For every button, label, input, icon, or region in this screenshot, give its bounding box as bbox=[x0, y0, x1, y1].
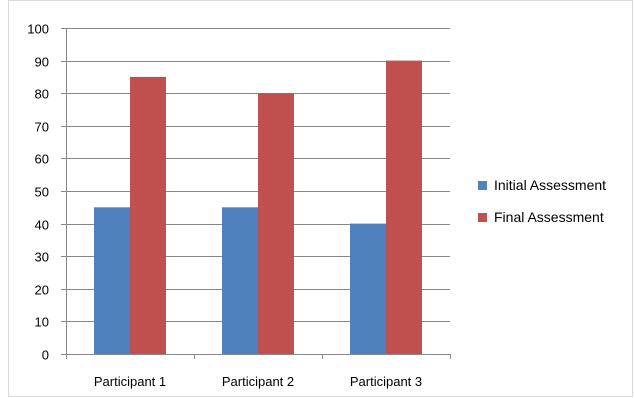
y-tick-label: 80 bbox=[35, 87, 49, 102]
bar-final-assessment-participant-2 bbox=[258, 93, 294, 354]
y-tick-label: 90 bbox=[35, 55, 49, 70]
legend-label: Initial Assessment bbox=[494, 177, 606, 193]
axes bbox=[61, 28, 451, 359]
legend-label: Final Assessment bbox=[494, 209, 604, 225]
y-tick-label: 30 bbox=[35, 250, 49, 265]
x-tick-label: Participant 1 bbox=[94, 374, 166, 389]
x-tick-label: Participant 3 bbox=[350, 374, 422, 389]
bar-initial-assessment-participant-3 bbox=[350, 223, 386, 354]
y-tick-label: 50 bbox=[35, 185, 49, 200]
legend-swatch bbox=[478, 213, 487, 222]
y-tick-label: 60 bbox=[35, 152, 49, 167]
bar-final-assessment-participant-3 bbox=[386, 60, 422, 354]
legend: Initial Assessment Final Assessment bbox=[478, 177, 606, 225]
legend-swatch bbox=[478, 181, 487, 190]
y-tick-label: 10 bbox=[35, 315, 49, 330]
y-tick-label: 0 bbox=[42, 348, 49, 363]
bar-initial-assessment-participant-2 bbox=[222, 207, 258, 354]
bar-initial-assessment-participant-1 bbox=[94, 207, 130, 354]
x-axis-tick-labels: Participant 1 Participant 2 Participant 3 bbox=[94, 374, 422, 389]
y-tick-label: 70 bbox=[35, 120, 49, 135]
y-tick-label: 100 bbox=[27, 22, 49, 37]
y-tick-label: 20 bbox=[35, 283, 49, 298]
x-tick-label: Participant 2 bbox=[222, 374, 294, 389]
bars bbox=[94, 60, 422, 355]
y-axis-tick-labels: 0 10 20 30 40 50 60 70 80 90 100 bbox=[27, 22, 49, 363]
y-tick-label: 40 bbox=[35, 218, 49, 233]
bar-final-assessment-participant-1 bbox=[130, 76, 166, 355]
